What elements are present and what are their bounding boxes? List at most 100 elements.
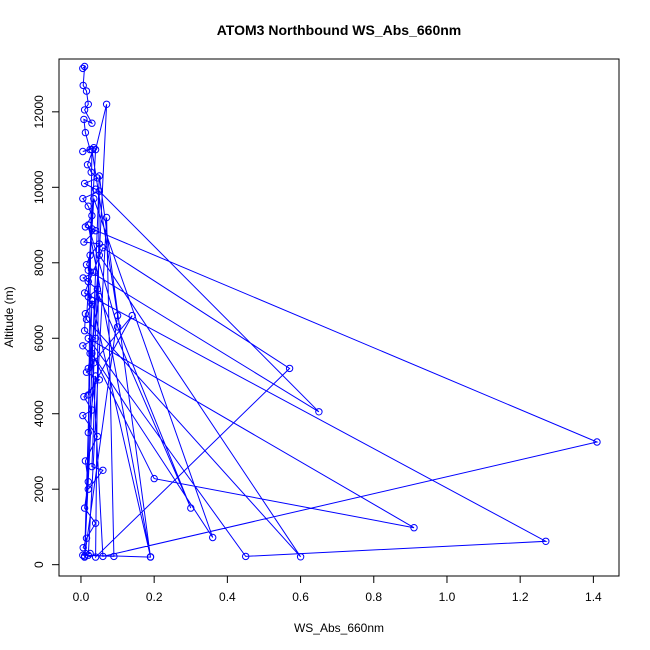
data-point	[84, 202, 93, 210]
x-tick-label: 0.4	[219, 590, 236, 604]
data-point	[84, 478, 93, 486]
data-point	[91, 145, 100, 154]
data-point	[93, 285, 102, 293]
data-point	[81, 128, 90, 137]
data-point	[79, 544, 87, 552]
data-point	[87, 168, 95, 176]
series-line	[82, 65, 599, 559]
y-tick-label: 0	[32, 561, 46, 568]
data-point	[91, 553, 100, 561]
x-tick-label: 0.2	[146, 590, 163, 604]
x-axis: 0.0 0.2 0.4 0.6 0.8 1.0 1.2 1.4	[73, 576, 602, 604]
plot-frame	[58, 58, 620, 577]
chart-title: ATOM3 Northbound WS_Abs_660nm	[217, 22, 462, 38]
data-point	[86, 251, 94, 259]
data-point	[88, 211, 96, 220]
data-point	[88, 406, 96, 414]
data-point	[80, 327, 89, 335]
data-point	[81, 457, 90, 465]
data-point	[80, 106, 89, 114]
data-point	[146, 553, 155, 561]
data-point	[315, 408, 323, 416]
data-point	[84, 551, 93, 559]
data-point	[81, 310, 90, 318]
data-point	[296, 553, 305, 561]
data-point	[80, 62, 89, 71]
data-point	[79, 64, 87, 73]
data-point	[113, 323, 122, 331]
y-axis-label: Altitude (m)	[2, 286, 16, 347]
x-tick-label: 0.0	[73, 590, 90, 604]
data-point	[95, 187, 104, 195]
data-point	[88, 300, 96, 308]
data-point	[187, 504, 195, 512]
x-tick-label: 1.2	[512, 590, 529, 604]
data-point	[542, 537, 550, 545]
data-point	[91, 185, 100, 193]
data-point	[83, 161, 92, 169]
data-point	[285, 364, 294, 373]
data-point	[88, 296, 96, 305]
data-point	[80, 393, 88, 401]
data-point	[93, 432, 102, 441]
data-point	[84, 364, 93, 373]
data-point	[82, 534, 91, 542]
data-point	[79, 411, 87, 420]
data-point	[79, 274, 87, 282]
data-point	[84, 391, 93, 399]
y-tick-label: 10000	[32, 170, 46, 204]
data-point	[242, 552, 250, 561]
data-point	[95, 376, 104, 384]
data-point	[95, 172, 104, 180]
data-point	[102, 100, 111, 109]
y-tick-label: 4000	[32, 400, 46, 427]
data-point	[593, 438, 601, 446]
data-point	[90, 359, 98, 367]
data-point	[88, 145, 96, 154]
data-point	[84, 100, 93, 109]
data-point	[150, 474, 158, 483]
data-point	[209, 533, 217, 542]
x-axis-label: WS_Abs_660nm	[294, 621, 384, 635]
data-point	[102, 213, 111, 222]
data-point	[79, 194, 87, 203]
series-points	[79, 62, 601, 561]
data-point	[80, 504, 89, 512]
data-point	[93, 174, 102, 182]
y-axis: 0 2000 4000 6000 8000 10000 12000	[32, 95, 59, 568]
data-point	[80, 115, 88, 124]
data-point	[88, 119, 96, 127]
data-point	[79, 147, 87, 156]
data-point	[91, 227, 100, 235]
data-point	[90, 144, 98, 152]
data-point	[88, 462, 96, 471]
data-point	[410, 524, 418, 532]
y-tick-label: 12000	[32, 95, 46, 129]
y-tick-label: 8000	[32, 249, 46, 276]
data-point	[80, 238, 88, 246]
data-point	[82, 87, 91, 95]
data-point	[99, 466, 107, 474]
data-point	[84, 266, 93, 274]
data-point	[84, 277, 93, 286]
x-tick-label: 1.4	[585, 590, 602, 604]
data-point	[82, 368, 91, 376]
data-point	[80, 553, 89, 561]
data-point	[80, 289, 89, 297]
data-point	[91, 372, 100, 380]
data-point	[95, 293, 104, 301]
data-point	[99, 244, 107, 252]
data-point	[91, 334, 100, 342]
y-tick-label: 6000	[32, 325, 46, 352]
data-point	[99, 552, 107, 561]
data-point	[128, 311, 136, 320]
data-point	[88, 349, 96, 358]
data-point	[84, 334, 93, 342]
data-point	[84, 428, 93, 437]
data-point	[79, 81, 87, 90]
x-tick-label: 0.6	[292, 590, 309, 604]
x-tick-label: 1.0	[439, 590, 456, 604]
data-point	[95, 251, 104, 259]
data-point	[84, 221, 93, 229]
